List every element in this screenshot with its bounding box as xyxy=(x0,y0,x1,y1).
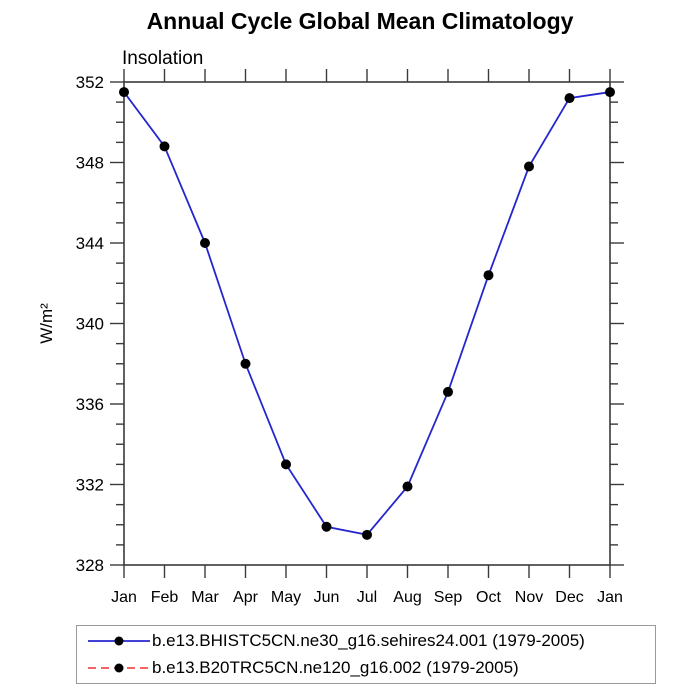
chart-subtitle: Insolation xyxy=(122,48,204,69)
x-tick-label: Jan xyxy=(111,589,137,606)
legend-item: b.e13.BHISTC5CN.ne30_g16.sehires24.001 (… xyxy=(77,628,655,655)
x-tick-label: Mar xyxy=(191,589,219,606)
y-tick-label: 328 xyxy=(76,556,104,575)
data-point xyxy=(119,87,129,98)
data-point xyxy=(402,481,413,492)
legend-box: b.e13.BHISTC5CN.ne30_g16.sehires24.001 (… xyxy=(76,625,656,684)
y-tick-label: 332 xyxy=(76,476,104,495)
data-point xyxy=(240,358,251,369)
legend-label: b.e13.B20TRC5CN.ne120_g16.002 (1979-2005… xyxy=(152,658,519,677)
y-tick-label: 340 xyxy=(76,315,104,334)
x-tick-label: Jan xyxy=(597,589,623,606)
legend-marker-icon xyxy=(114,663,124,673)
x-tick-label: Nov xyxy=(515,589,543,606)
plot-box xyxy=(123,81,611,566)
data-point xyxy=(362,529,372,540)
chart-canvas: 328 332 336 340 344 348 352 Jan Feb Mar Apr May Jun J… xyxy=(37,69,624,606)
y-tick-label: 348 xyxy=(76,154,104,173)
x-tick-label: May xyxy=(271,589,301,606)
y-axis-label: W/m² xyxy=(37,303,56,344)
data-point xyxy=(200,238,210,248)
y-tick-label: 344 xyxy=(76,234,104,253)
legend-label: b.e13.BHISTC5CN.ne30_g16.sehires24.001 (… xyxy=(152,631,585,650)
series-line xyxy=(123,91,611,536)
legend-line-swatch-dashed xyxy=(88,663,150,673)
x-tick-label: Apr xyxy=(233,589,259,606)
data-point xyxy=(524,161,534,172)
data-point xyxy=(605,87,615,98)
x-tick-label: Sep xyxy=(434,589,463,606)
legend-line-swatch-solid xyxy=(88,636,150,646)
data-point xyxy=(281,459,291,470)
data-point xyxy=(159,141,170,152)
x-tick-label: Dec xyxy=(555,589,583,606)
legend-item: b.e13.B20TRC5CN.ne120_g16.002 (1979-2005… xyxy=(77,655,655,682)
data-point xyxy=(564,93,575,104)
x-tick-label: Oct xyxy=(476,589,501,606)
chart-title: Annual Cycle Global Mean Climatology xyxy=(146,8,574,34)
x-tick-label: Aug xyxy=(393,589,421,606)
y-tick-label: 336 xyxy=(76,395,104,414)
data-point xyxy=(321,521,332,532)
x-tick-label: Jul xyxy=(357,589,377,606)
data-point xyxy=(443,386,453,397)
legend-marker-icon xyxy=(114,636,124,646)
x-tick-label: Feb xyxy=(151,589,179,606)
y-tick-label: 352 xyxy=(76,73,104,92)
x-tick-label: Jun xyxy=(314,589,340,606)
data-point xyxy=(483,270,494,281)
